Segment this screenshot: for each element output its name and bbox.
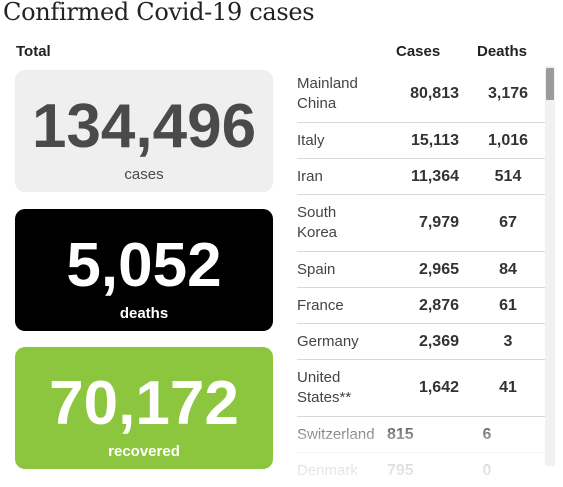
country-cases: 2,965 bbox=[418, 260, 459, 278]
country-name: Denmark bbox=[297, 461, 358, 479]
country-name: Italy bbox=[297, 131, 325, 149]
country-name: France bbox=[297, 296, 344, 314]
total-deaths-label: deaths bbox=[119, 305, 169, 322]
country-name: United States** bbox=[297, 369, 352, 406]
country-deaths: 1,016 bbox=[487, 131, 529, 149]
total-cases-value: 134,496 bbox=[31, 92, 257, 161]
table-row: United States** 1,642 41 bbox=[297, 360, 545, 417]
country-cases: 2,876 bbox=[418, 296, 459, 314]
table-row: Germany 2,369 3 bbox=[297, 324, 545, 360]
country-cases: 2,369 bbox=[418, 332, 459, 350]
total-label: Total bbox=[16, 43, 51, 60]
total-cases-card: 134,496 cases bbox=[15, 70, 273, 192]
table-row: Denmark 795 0 bbox=[297, 453, 545, 487]
total-recovered-label: recovered bbox=[108, 443, 180, 460]
country-name: Switzerland bbox=[297, 425, 375, 443]
country-name: Germany bbox=[297, 332, 359, 350]
total-recovered-card: 70,172 recovered bbox=[15, 347, 273, 469]
country-cases: 815 bbox=[387, 425, 414, 443]
country-cases: 7,979 bbox=[418, 214, 459, 231]
table-row: Switzerland 815 6 bbox=[297, 417, 545, 453]
cases-column-header: Cases bbox=[396, 43, 441, 60]
country-name: Mainland China bbox=[297, 75, 358, 112]
country-deaths: 84 bbox=[499, 260, 517, 278]
total-deaths-value: 5,052 bbox=[66, 231, 222, 300]
table-scrollbar[interactable] bbox=[545, 66, 555, 466]
country-cases: 15,113 bbox=[410, 131, 459, 149]
country-cases: 80,813 bbox=[410, 85, 459, 102]
country-table[interactable]: Mainland China 80,813 3,176 Italy 15,113… bbox=[297, 66, 555, 487]
country-name: South Korea bbox=[297, 204, 338, 241]
total-deaths-card: 5,052 deaths bbox=[15, 209, 273, 331]
country-cases: 1,642 bbox=[418, 379, 459, 396]
total-cases-label: cases bbox=[124, 166, 164, 183]
country-cases: 11,364 bbox=[410, 167, 459, 185]
country-name: Spain bbox=[297, 260, 336, 278]
page-title: Confirmed Covid-19 cases bbox=[3, 0, 315, 26]
table-row: Spain 2,965 84 bbox=[297, 252, 545, 288]
country-deaths: 67 bbox=[499, 214, 517, 231]
country-deaths: 41 bbox=[499, 379, 517, 396]
country-deaths: 514 bbox=[494, 167, 522, 185]
country-deaths: 3,176 bbox=[487, 85, 529, 102]
scrollbar-thumb[interactable] bbox=[546, 68, 554, 100]
total-recovered-value: 70,172 bbox=[49, 369, 239, 438]
country-table-rows: Mainland China 80,813 3,176 Italy 15,113… bbox=[297, 66, 545, 487]
country-deaths: 61 bbox=[499, 296, 517, 314]
country-deaths: 3 bbox=[503, 332, 513, 350]
deaths-column-header: Deaths bbox=[477, 43, 528, 60]
table-row: Mainland China 80,813 3,176 bbox=[297, 66, 545, 123]
country-deaths: 0 bbox=[482, 461, 492, 479]
country-deaths: 6 bbox=[482, 425, 492, 443]
table-row: Iran 11,364 514 bbox=[297, 159, 545, 195]
table-row: France 2,876 61 bbox=[297, 288, 545, 324]
table-row: South Korea 7,979 67 bbox=[297, 195, 545, 252]
country-name: Iran bbox=[297, 167, 323, 185]
table-row: Italy 15,113 1,016 bbox=[297, 123, 545, 159]
country-cases: 795 bbox=[387, 461, 414, 479]
